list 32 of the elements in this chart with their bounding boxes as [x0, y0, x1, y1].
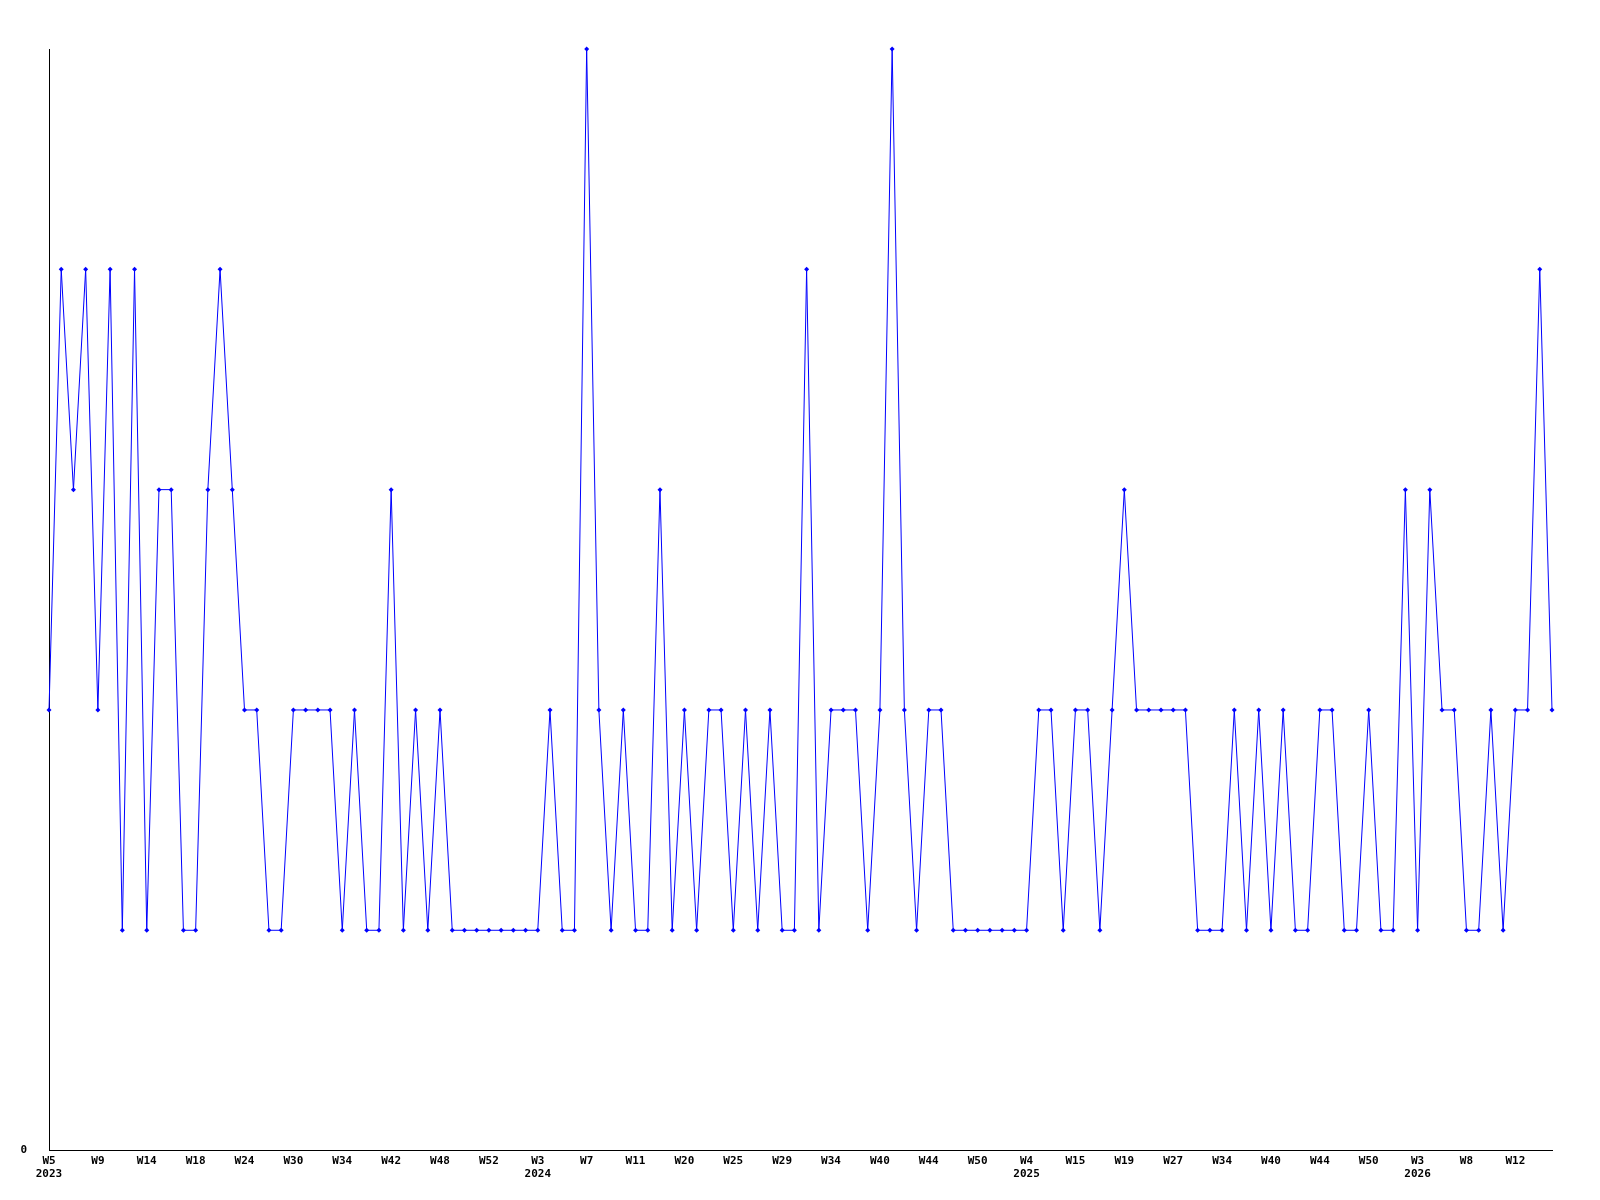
x-tick-label: W25 [723, 1154, 744, 1168]
x-tick-label: W50 [967, 1154, 988, 1168]
x-tick-label: W3 2024 [524, 1154, 552, 1181]
x-tick-label: W24 [234, 1154, 255, 1168]
x-tick-label: W8 [1459, 1154, 1474, 1168]
x-tick-label: W15 [1065, 1154, 1086, 1168]
text: 0 [20, 1143, 27, 1157]
x-tick-label: W42 [381, 1154, 402, 1168]
x-tick-label: W4 2025 [1013, 1154, 1040, 1181]
x-tick-label: W44 [1309, 1154, 1331, 1168]
x-tick-label: W40 [869, 1154, 890, 1168]
x-tick-label: W5 2023 [35, 1154, 63, 1181]
x-tick-label: W44 [918, 1154, 940, 1168]
x-tick-label: W50 [1358, 1154, 1379, 1168]
x-tick-label: W34 [821, 1154, 842, 1168]
x-tick-label: W19 [1114, 1154, 1135, 1168]
x-tick-label: W14 [136, 1154, 158, 1168]
x-tick-label: W34 [332, 1154, 353, 1168]
x-tick-label: W3 2026 [1404, 1154, 1432, 1181]
x-tick-label: W11 [625, 1154, 646, 1168]
x-tick-label: W52 [478, 1154, 499, 1168]
x-tick-label: W20 [674, 1154, 695, 1168]
x-tick-label: W9 [91, 1154, 105, 1168]
x-tick-label: W12 [1505, 1154, 1526, 1168]
x-tick-label: W30 [283, 1154, 304, 1168]
x-tick-label: W40 [1261, 1154, 1281, 1168]
x-tick-label: W27 [1163, 1154, 1184, 1168]
x-tick-label: W29 [772, 1154, 793, 1168]
x-tick-label: W18 [185, 1154, 206, 1168]
x-tick-label: W7 [580, 1154, 594, 1168]
x-tick-label: W34 [1212, 1154, 1233, 1168]
x-tick-label: W48 [430, 1154, 450, 1168]
